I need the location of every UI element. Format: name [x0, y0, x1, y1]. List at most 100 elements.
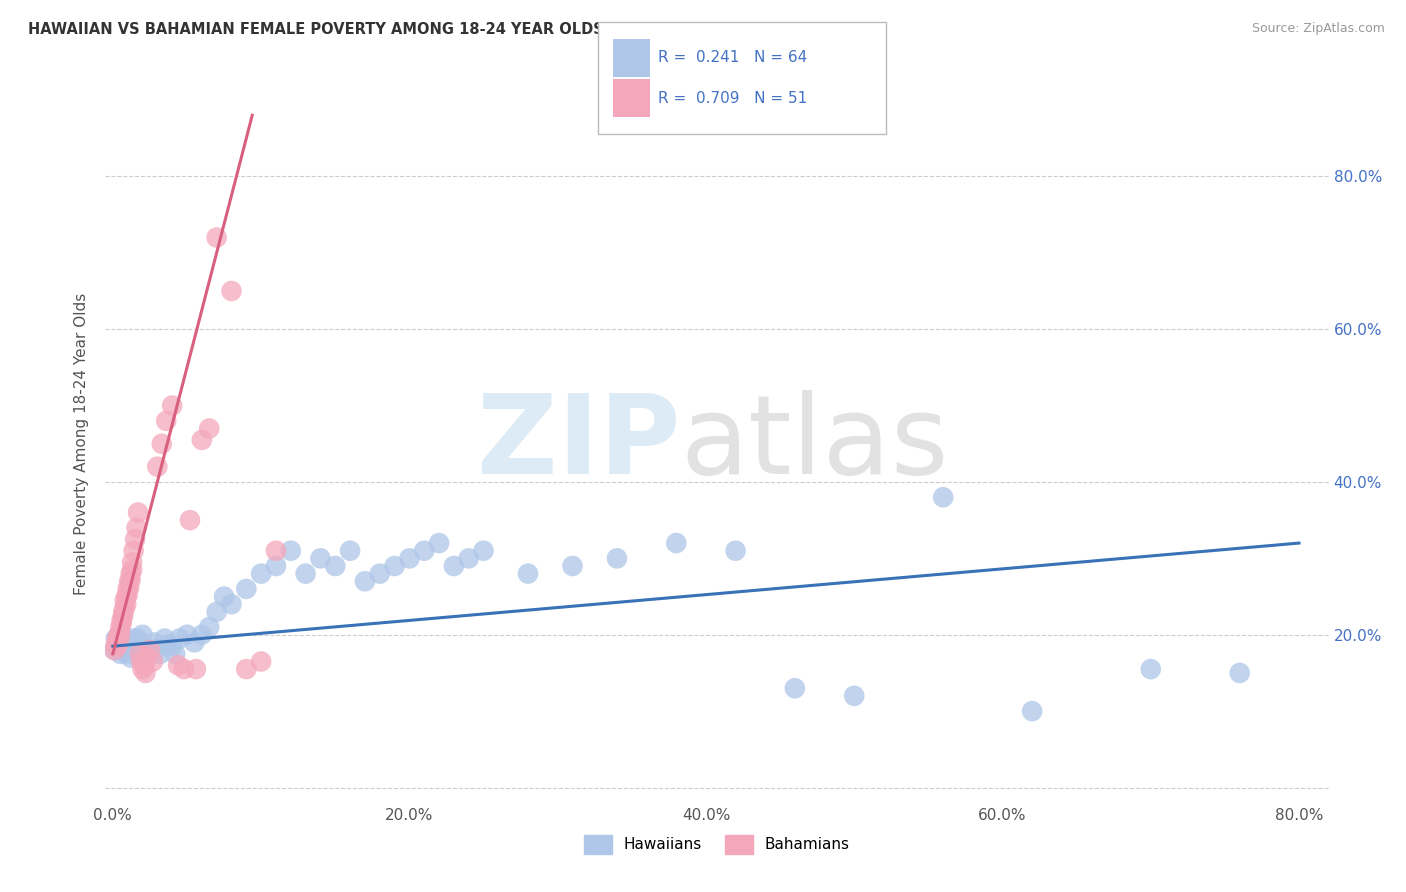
- Point: [131, 628, 153, 642]
- Point: [117, 588, 139, 602]
- Point: [184, 662, 207, 676]
- Point: [107, 633, 129, 648]
- Point: [115, 647, 138, 661]
- Point: [103, 643, 125, 657]
- Point: [110, 628, 132, 642]
- Point: [1139, 662, 1161, 676]
- Point: [120, 650, 142, 665]
- Point: [105, 639, 128, 653]
- Point: [104, 637, 127, 651]
- Point: [128, 647, 150, 661]
- Point: [165, 647, 187, 661]
- Text: Source: ZipAtlas.com: Source: ZipAtlas.com: [1251, 22, 1385, 36]
- Point: [398, 551, 420, 566]
- Point: [121, 639, 143, 653]
- Point: [153, 632, 176, 646]
- Point: [122, 543, 145, 558]
- Point: [176, 628, 198, 642]
- Point: [128, 649, 150, 664]
- Point: [198, 620, 221, 634]
- Y-axis label: Female Poverty Among 18-24 Year Olds: Female Poverty Among 18-24 Year Olds: [75, 293, 90, 595]
- Point: [112, 605, 135, 619]
- Point: [120, 566, 142, 581]
- Point: [127, 632, 149, 646]
- Point: [457, 551, 479, 566]
- Point: [427, 536, 450, 550]
- Point: [118, 581, 141, 595]
- Point: [142, 655, 165, 669]
- Point: [354, 574, 377, 589]
- Point: [115, 597, 138, 611]
- Point: [157, 637, 180, 651]
- Point: [250, 566, 273, 581]
- Point: [150, 436, 173, 450]
- Point: [111, 628, 134, 642]
- Point: [131, 662, 153, 676]
- Point: [413, 543, 436, 558]
- Legend: Hawaiians, Bahamians: Hawaiians, Bahamians: [578, 829, 856, 860]
- Point: [105, 632, 128, 646]
- Point: [134, 647, 156, 661]
- Point: [107, 628, 129, 642]
- Point: [149, 647, 172, 661]
- Point: [114, 637, 136, 651]
- Text: ZIP: ZIP: [477, 391, 681, 497]
- Text: R =  0.709   N = 51: R = 0.709 N = 51: [658, 91, 807, 105]
- Point: [115, 590, 138, 604]
- Point: [127, 506, 149, 520]
- Point: [443, 559, 465, 574]
- Point: [129, 637, 152, 651]
- Point: [294, 566, 316, 581]
- Point: [235, 582, 257, 596]
- Point: [139, 644, 162, 658]
- Point: [132, 658, 155, 673]
- Point: [103, 643, 125, 657]
- Point: [191, 628, 214, 642]
- Point: [724, 543, 747, 558]
- Point: [472, 543, 495, 558]
- Point: [118, 574, 141, 589]
- Point: [114, 601, 136, 615]
- Point: [309, 551, 332, 566]
- Point: [160, 399, 183, 413]
- Point: [665, 536, 688, 550]
- Point: [561, 559, 583, 574]
- Point: [205, 605, 228, 619]
- Point: [124, 533, 146, 547]
- Point: [1021, 704, 1043, 718]
- Point: [932, 490, 955, 504]
- Text: atlas: atlas: [681, 391, 949, 497]
- Point: [110, 620, 132, 634]
- Point: [264, 543, 287, 558]
- Point: [155, 414, 177, 428]
- Point: [125, 521, 148, 535]
- Text: R =  0.241   N = 64: R = 0.241 N = 64: [658, 51, 807, 65]
- Point: [124, 643, 146, 657]
- Point: [139, 643, 162, 657]
- Point: [250, 655, 273, 669]
- Point: [221, 284, 243, 298]
- Point: [384, 559, 406, 574]
- Point: [169, 632, 191, 646]
- Point: [125, 644, 148, 658]
- Point: [173, 662, 195, 676]
- Point: [783, 681, 806, 696]
- Point: [122, 632, 145, 646]
- Point: [517, 566, 540, 581]
- Point: [160, 639, 183, 653]
- Point: [146, 641, 169, 656]
- Point: [121, 555, 143, 569]
- Point: [104, 632, 127, 646]
- Point: [146, 459, 169, 474]
- Point: [264, 559, 287, 574]
- Point: [221, 597, 243, 611]
- Point: [844, 689, 866, 703]
- Point: [143, 635, 166, 649]
- Point: [114, 593, 136, 607]
- Point: [134, 665, 156, 680]
- Point: [112, 608, 135, 623]
- Point: [110, 647, 132, 661]
- Point: [212, 590, 235, 604]
- Point: [1229, 665, 1251, 680]
- Point: [205, 230, 228, 244]
